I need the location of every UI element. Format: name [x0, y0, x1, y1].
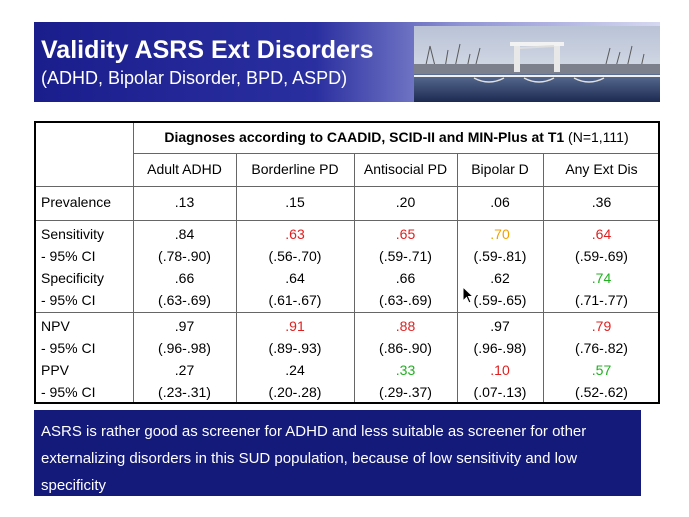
validity-table: Diagnoses according to CAADID, SCID-II a…	[34, 121, 660, 404]
npv-value: .91	[285, 318, 305, 334]
npv-value: .88	[395, 318, 416, 334]
ppv-value: .24	[285, 362, 305, 378]
row-label-ci: - 95% CI	[41, 292, 96, 308]
mouse-cursor-icon	[462, 286, 474, 304]
prevalence-value: .06	[490, 194, 510, 210]
ci-value: (.56-.70)	[268, 248, 322, 264]
specificity-value: .62	[490, 270, 510, 286]
sensitivity-value: .70	[490, 226, 510, 242]
table-caption-n: (N=1,111)	[564, 129, 629, 145]
row-label-prevalence: Prevalence	[41, 194, 112, 210]
ppv-value: .33	[395, 362, 416, 378]
row-label-specificity: Specificity	[41, 270, 105, 286]
ppv-value: .57	[591, 362, 612, 378]
ci-value: (.59-.65)	[473, 292, 527, 308]
row-label-sensitivity: Sensitivity	[41, 226, 105, 242]
npv-value: .97	[174, 318, 195, 334]
row-label-ci: - 95% CI	[41, 384, 96, 400]
ci-value: (.96-.98)	[473, 340, 527, 356]
ppv-value: .10	[490, 362, 510, 378]
ci-value: (.61-.67)	[268, 292, 322, 308]
table-caption: Diagnoses according to CAADID, SCID-II a…	[133, 126, 660, 148]
specificity-value: .66	[174, 270, 195, 286]
ci-value: (.89-.93)	[268, 340, 322, 356]
sensitivity-value: .65	[395, 226, 416, 242]
ci-value: (.96-.98)	[158, 340, 211, 356]
specificity-value: .66	[395, 270, 416, 286]
row-label-ci: - 95% CI	[41, 248, 96, 264]
ci-value: (.59-.81)	[473, 248, 527, 264]
row-label-ci: - 95% CI	[41, 340, 96, 356]
npv-value: .97	[490, 318, 510, 334]
table-caption-bold: Diagnoses according to CAADID, SCID-II a…	[164, 129, 565, 145]
ci-value: (.23-.31)	[158, 384, 211, 400]
prevalence-value: .15	[285, 194, 305, 210]
slide-subtitle: (ADHD, Bipolar Disorder, BPD, ASPD)	[41, 68, 348, 88]
ci-value: (.59-.71)	[379, 248, 432, 264]
column-header: Adult ADHD	[147, 161, 222, 177]
ci-value: (.29-.37)	[379, 384, 432, 400]
prevalence-value: .36	[591, 194, 612, 210]
specificity-value: .74	[591, 270, 612, 286]
specificity-value: .64	[285, 270, 305, 286]
ci-value: (.78-.90)	[158, 248, 211, 264]
ci-value: (.20-.28)	[268, 384, 322, 400]
conclusion-text: ASRS is rather good as screener for ADHD…	[41, 423, 587, 494]
ppv-value: .27	[174, 362, 195, 378]
sensitivity-value: .84	[174, 226, 195, 242]
ci-value: (.76-.82)	[575, 340, 628, 356]
prevalence-value: .20	[395, 194, 416, 210]
ci-value: (.59-.69)	[575, 248, 628, 264]
ci-value: (.86-.90)	[379, 340, 432, 356]
sensitivity-value: .63	[285, 226, 305, 242]
column-header: Any Ext Dis	[565, 161, 638, 177]
column-header: Borderline PD	[251, 161, 339, 177]
bridge-photo	[414, 26, 660, 102]
slide-title: Validity ASRS Ext Disorders	[41, 36, 374, 64]
ci-value: (.63-.69)	[158, 292, 211, 308]
ci-value: (.63-.69)	[379, 292, 432, 308]
ci-value: (.71-.77)	[575, 292, 628, 308]
column-header: Bipolar D	[471, 161, 529, 177]
npv-value: .79	[591, 318, 612, 334]
title-banner: Validity ASRS Ext Disorders (ADHD, Bipol…	[34, 22, 660, 102]
ci-value: (.07-.13)	[473, 384, 527, 400]
conclusion-box: ASRS is rather good as screener for ADHD…	[34, 410, 641, 496]
ci-value: (.52-.62)	[575, 384, 628, 400]
row-label-ppv: PPV	[41, 362, 70, 378]
sensitivity-value: .64	[591, 226, 612, 242]
column-header: Antisocial PD	[363, 161, 448, 177]
row-label-npv: NPV	[41, 318, 70, 334]
prevalence-value: .13	[174, 194, 195, 210]
